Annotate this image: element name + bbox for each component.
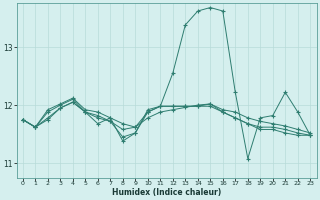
X-axis label: Humidex (Indice chaleur): Humidex (Indice chaleur) [112,188,221,197]
